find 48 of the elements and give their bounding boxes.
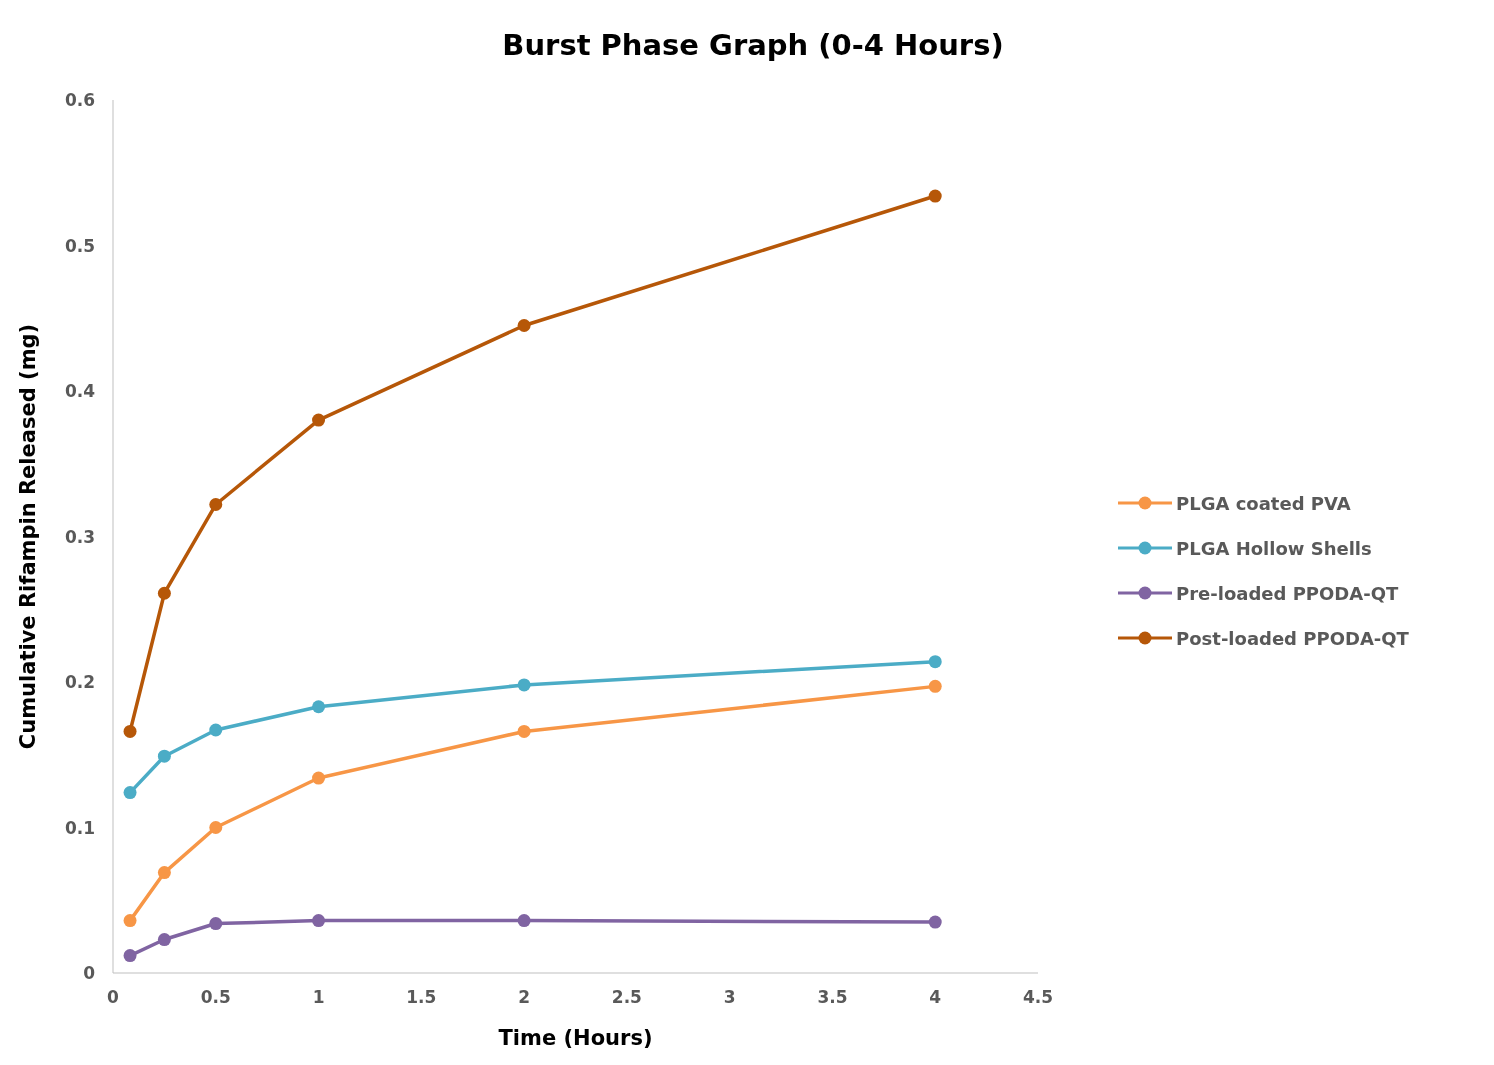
point <box>209 917 223 931</box>
y-tick-label: 0.2 <box>64 672 95 693</box>
y-tick-label: 0 <box>83 963 96 984</box>
x-tick-label: 1.5 <box>406 987 437 1008</box>
x-tick-label: 4 <box>929 987 942 1008</box>
y-tick-label: 0.3 <box>64 526 95 547</box>
point <box>123 724 137 738</box>
point <box>209 723 223 737</box>
point <box>157 933 171 947</box>
point <box>312 700 326 714</box>
point <box>517 678 531 692</box>
point <box>517 319 531 333</box>
legend-label: Pre-loaded PPODA-QT <box>1176 582 1399 604</box>
y-axis-title: Cumulative Rifampin Released (mg) <box>16 323 41 750</box>
legend-label: Post-loaded PPODA-QT <box>1176 627 1409 649</box>
x-tick-label: 0.5 <box>200 987 231 1008</box>
point <box>517 914 531 928</box>
point <box>209 821 223 834</box>
y-tick-label: 0.4 <box>64 381 96 402</box>
x-axis-title: Time (Hours) <box>498 1026 653 1050</box>
point <box>312 771 326 785</box>
point <box>157 749 171 763</box>
x-tick-label: 4.5 <box>1022 987 1054 1008</box>
y-tick-label: 0.5 <box>64 235 95 256</box>
x-tick-label: 2 <box>518 987 531 1008</box>
point <box>209 497 223 511</box>
point <box>312 413 326 427</box>
point <box>928 679 942 693</box>
point <box>928 189 942 203</box>
point <box>312 914 326 928</box>
chart-title: Burst Phase Graph (0-4 Hours) <box>501 28 1005 64</box>
point <box>928 655 942 669</box>
point <box>928 915 942 929</box>
point <box>123 914 137 928</box>
legend-label: PLGA coated PVA <box>1176 492 1351 514</box>
point <box>123 949 137 963</box>
point <box>157 866 171 880</box>
x-tick-label: 0 <box>107 987 120 1008</box>
x-tick-label: 3 <box>723 987 736 1008</box>
x-tick-label: 3.5 <box>817 987 848 1008</box>
y-tick-label: 0.1 <box>64 817 95 838</box>
y-tick-label: 0.6 <box>64 90 95 111</box>
x-tick-label: 2.5 <box>611 987 642 1008</box>
legend-label: PLGA Hollow Shells <box>1176 537 1372 559</box>
point <box>123 786 137 800</box>
point <box>517 724 531 738</box>
x-tick-label: 1 <box>312 987 325 1008</box>
point <box>157 586 171 600</box>
